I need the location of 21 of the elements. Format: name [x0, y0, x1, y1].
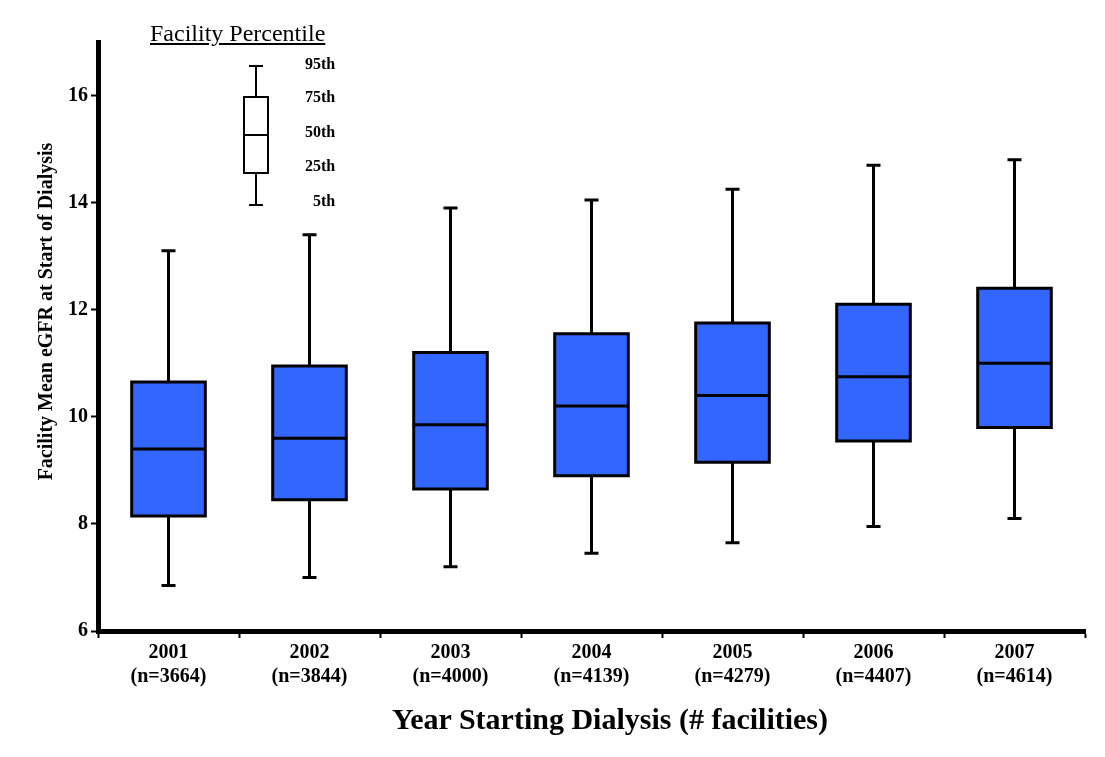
legend-title: Facility Percentile [150, 20, 326, 47]
annotation: 75th [305, 88, 336, 106]
x-tick-label: 2003 (n=4000) [412, 640, 489, 688]
y-tick-label: 10 [68, 403, 88, 426]
y-axis-title: Facility Mean eGFR at Start of Dialysis [33, 141, 57, 483]
y-tick-label: 16 [68, 82, 88, 105]
y-tick-label: 6 [78, 618, 88, 641]
x-tick-label: 2005 (n=4279) [694, 640, 771, 688]
annotation: 25th [305, 157, 336, 175]
annotation: 5th [313, 192, 336, 210]
x-tick-label: 2006 (n=4407) [835, 640, 912, 688]
x-axis-title: Year Starting Dialysis (# facilities) [390, 702, 830, 736]
y-tick-label: 8 [78, 511, 88, 534]
x-tick-label: 2002 (n=3844) [271, 640, 348, 688]
annotation: 95th [305, 55, 336, 73]
annotation: 50th [305, 123, 336, 141]
x-tick-label: 2001 (n=3664) [130, 640, 207, 688]
x-tick-label: 2004 (n=4139) [553, 640, 630, 688]
y-tick-label: 12 [68, 296, 88, 319]
y-tick-label: 14 [68, 189, 88, 212]
x-tick-label: 2007 (n=4614) [976, 640, 1053, 688]
